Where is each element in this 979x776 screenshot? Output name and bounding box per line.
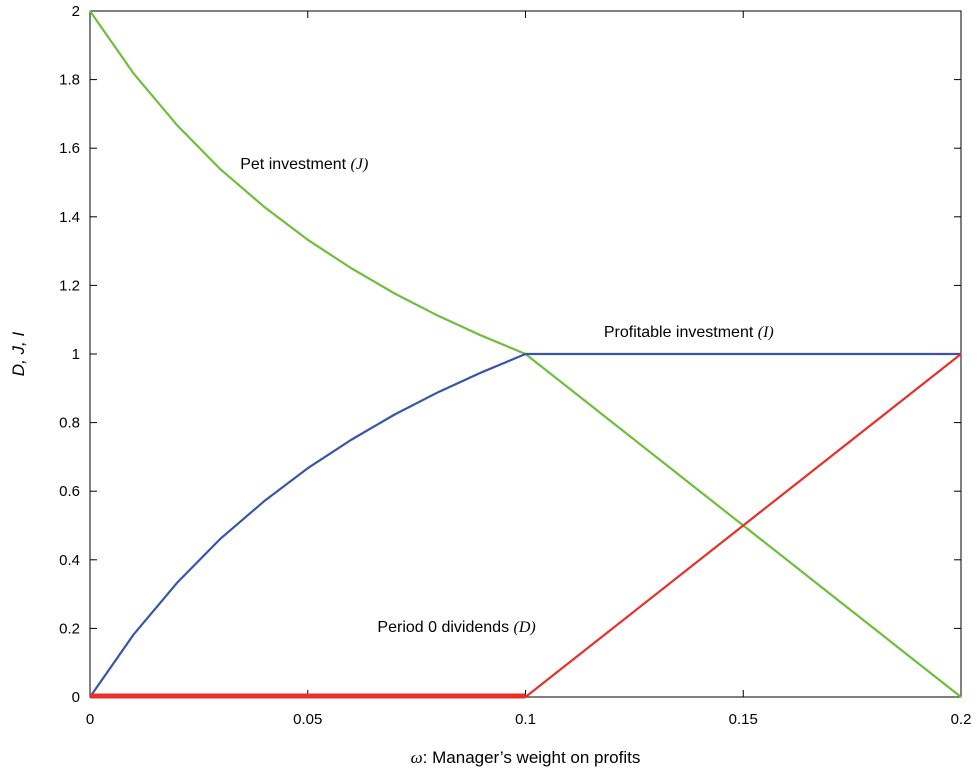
y-tick-label: 1.8 (59, 72, 80, 89)
annotation-profitable: Profitable investment (I) (604, 324, 774, 341)
annotation-dividends: Period 0 dividends (D) (377, 619, 535, 636)
series-line-dividends (90, 353, 962, 699)
series-line-profitable (89, 352, 961, 698)
y-tick-label: 0.4 (59, 552, 80, 569)
annotations: Pet investment (J) Profitable investment … (240, 156, 773, 636)
y-tick-label: 0.6 (59, 483, 80, 500)
y-tick-label: 1.6 (59, 140, 80, 157)
x-tick-label: 0.05 (293, 711, 322, 728)
y-tick-label: 1.2 (59, 277, 80, 294)
y-tick-label: 1.4 (59, 209, 80, 226)
series-lines (89, 10, 962, 699)
y-axis-title: D, J, I (9, 332, 28, 377)
x-tick-label: 0.1 (515, 711, 536, 728)
y-tick-label: 1 (72, 346, 80, 363)
y-tick-label: 0 (72, 689, 80, 706)
axis-ticks: 0 0.05 0.1 0.15 0.2 0 0.2 0.4 0.6 0.8 1 1.2 1.4 1.6 1.… (59, 3, 971, 728)
x-axis-title: ω: Manager’s weight on profits (411, 748, 641, 767)
x-tick-label: 0.15 (729, 711, 758, 728)
y-tick-label: 2 (72, 3, 80, 20)
x-tick-label: 0.2 (951, 711, 972, 728)
y-tick-label: 0.2 (59, 620, 80, 637)
annotation-pet: Pet investment (J) (240, 156, 368, 173)
y-tick-label: 0.8 (59, 415, 80, 432)
x-tick-label: 0 (86, 711, 94, 728)
